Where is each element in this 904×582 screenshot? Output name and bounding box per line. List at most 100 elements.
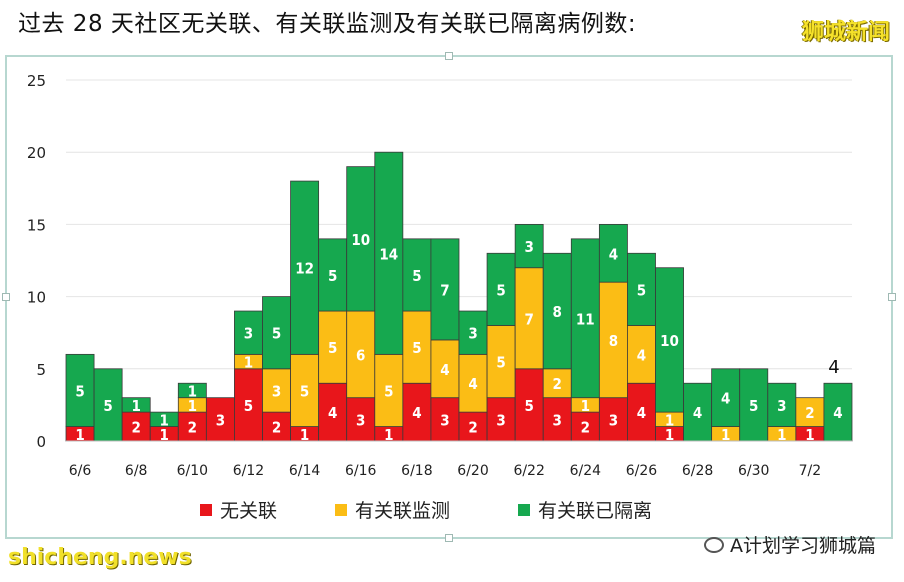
- x-tick-label: 6/22: [513, 463, 544, 479]
- bar-segment: [767, 382, 797, 427]
- data-label: 4: [693, 404, 702, 422]
- bar-segment: [402, 382, 432, 442]
- legend-label: 无关联: [220, 500, 277, 522]
- x-tick-label: 6/18: [401, 463, 432, 479]
- data-label: 4: [412, 404, 421, 422]
- bar-segment: [290, 353, 320, 427]
- data-label: 1: [665, 411, 674, 429]
- data-label: 2: [272, 419, 281, 437]
- data-label: 3: [496, 411, 505, 429]
- data-label: 4: [609, 245, 618, 263]
- legend-label: 有关联已隔离: [538, 500, 652, 522]
- data-label: 1: [300, 426, 309, 444]
- data-label: 8: [609, 332, 618, 350]
- legend: 无关联 有关联监测 有关联已隔离: [200, 500, 652, 522]
- bar-segment: [486, 252, 516, 326]
- data-label: 5: [75, 382, 84, 400]
- data-label: 10: [351, 231, 370, 249]
- data-label: 3: [468, 325, 477, 343]
- bar-segment: [486, 325, 516, 399]
- data-label: 5: [328, 267, 337, 285]
- x-tick-label: 6/8: [125, 463, 148, 479]
- bar-segment: [458, 353, 488, 413]
- account-name: A计划学习狮城篇: [730, 535, 876, 557]
- bar-segment: [598, 397, 628, 442]
- data-label: 1: [721, 426, 730, 444]
- y-tick-label: 20: [27, 144, 46, 162]
- data-label: 1: [188, 397, 197, 415]
- bar-segment: [570, 411, 600, 442]
- legend-label: 有关联监测: [355, 500, 450, 522]
- data-label: 1: [384, 426, 393, 444]
- annotation: 4: [828, 357, 839, 378]
- data-label: 2: [468, 419, 477, 437]
- bar-segment: [711, 368, 741, 427]
- bar-segment: [542, 252, 572, 370]
- bar-segment: [542, 368, 572, 399]
- bar-segment: [318, 310, 348, 384]
- data-label: 2: [553, 375, 562, 393]
- frame-handle-left[interactable]: [2, 293, 10, 301]
- x-tick-label: 6/10: [177, 463, 208, 479]
- data-label: 10: [660, 332, 679, 350]
- frame-handle-right[interactable]: [888, 293, 896, 301]
- data-label: 2: [805, 404, 814, 422]
- data-label: 4: [440, 361, 449, 379]
- data-label: 3: [609, 411, 618, 429]
- x-tick-label: 6/16: [345, 463, 377, 479]
- account-signature: A计划学习狮城篇: [704, 531, 876, 558]
- bar-segment: [262, 368, 291, 413]
- data-label: 4: [833, 404, 842, 422]
- x-tick-label: 6/12: [233, 463, 264, 479]
- bar-segment: [430, 238, 460, 341]
- data-label: 3: [356, 411, 365, 429]
- bar-segment: [65, 353, 95, 427]
- x-tick-label: 6/26: [626, 463, 658, 479]
- data-label: 5: [524, 397, 533, 415]
- data-label: 5: [272, 325, 281, 343]
- bar-segment: [374, 151, 404, 355]
- data-label: 1: [665, 426, 674, 444]
- data-label: 3: [553, 411, 562, 429]
- data-label: 1: [777, 426, 786, 444]
- frame-handle-top[interactable]: [445, 52, 453, 60]
- data-label: 1: [131, 397, 140, 415]
- frame-handle-bottom[interactable]: [445, 534, 453, 542]
- data-label: 5: [328, 339, 337, 357]
- brand-logo: 狮城新闻: [801, 20, 890, 45]
- y-tick-label: 25: [27, 72, 46, 90]
- x-tick-label: 7/2: [799, 463, 822, 479]
- data-label: 14: [379, 245, 398, 263]
- y-tick-label: 0: [36, 433, 46, 451]
- data-label: 8: [553, 303, 562, 321]
- x-tick-label: 6/24: [570, 463, 602, 479]
- bar-segment: [318, 238, 348, 312]
- data-label: 1: [581, 397, 590, 415]
- data-label: 3: [216, 411, 225, 429]
- legend-swatch: [335, 504, 347, 516]
- bar-segment: [290, 180, 320, 355]
- legend-swatch: [200, 504, 212, 516]
- x-tick-label: 6/20: [457, 463, 488, 479]
- data-label: 5: [412, 339, 421, 357]
- bar-segment: [374, 353, 404, 427]
- data-label: 5: [384, 382, 393, 400]
- data-label: 11: [576, 310, 595, 328]
- data-label: 7: [524, 310, 533, 328]
- watermark: shicheng.news: [8, 545, 192, 570]
- bar-segment: [177, 382, 207, 399]
- data-label: 4: [721, 390, 730, 408]
- bars: [65, 151, 853, 442]
- data-label: 4: [328, 404, 337, 422]
- x-tick-label: 6/28: [682, 463, 713, 479]
- legend-swatch: [518, 504, 530, 516]
- data-label: 12: [295, 260, 314, 278]
- bar-segment: [514, 368, 544, 442]
- page-title: 过去 28 天社区无关联、有关联监测及有关联已隔离病例数:: [18, 11, 637, 37]
- bar-segment: [795, 397, 825, 427]
- bar-segment: [598, 281, 628, 399]
- data-label: 1: [188, 382, 197, 400]
- data-label: 4: [468, 375, 477, 393]
